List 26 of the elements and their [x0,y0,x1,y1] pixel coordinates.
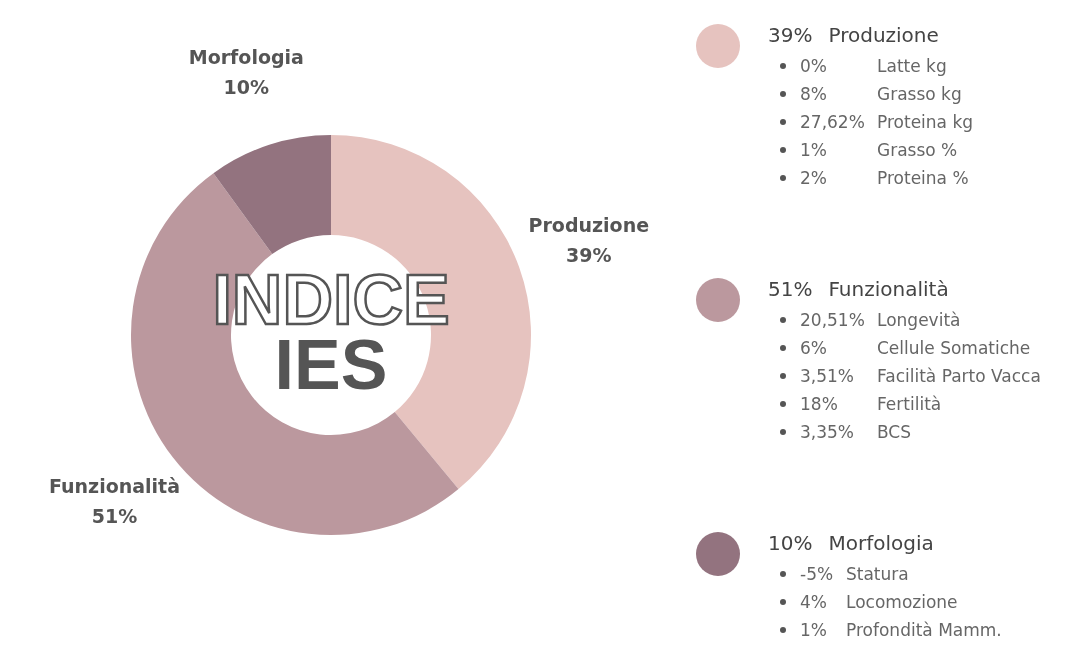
category-label: Funzionalità [828,277,949,301]
text: 1% Grasso % [800,140,958,160]
text: 4% Locomozione [800,592,958,612]
slice-label: Morfologia [188,46,304,69]
category-label: Morfologia [828,531,934,555]
text: 6% Cellule Somatiche [800,338,1031,358]
text: 2% Proteina % [800,168,969,188]
text: IES [273,326,389,404]
text: -5% Statura [800,564,909,584]
data-label: 10% [223,76,270,99]
data-label: 51% [91,504,138,527]
text: 0% Latte kg [800,56,947,76]
slice-label: Funzionalità [49,474,180,497]
text: 3,51% Facilità Parto Vacca [800,366,1041,386]
text: 10% [768,531,813,555]
text: 51% [768,277,813,301]
slice-label: Produzione [528,214,650,237]
text: 3,35% BCS [800,422,912,442]
text: 18% Fertilità [800,394,942,414]
data-label: 39% [566,244,612,267]
text: 1% Profondità Mamm. [800,620,1002,640]
text: 39% [768,23,813,47]
text: 20,51% Longevità [800,310,961,330]
text: 27,62% Proteina kg [800,112,974,132]
text: 8% Grasso kg [800,84,962,104]
category-label: Produzione [828,23,939,47]
